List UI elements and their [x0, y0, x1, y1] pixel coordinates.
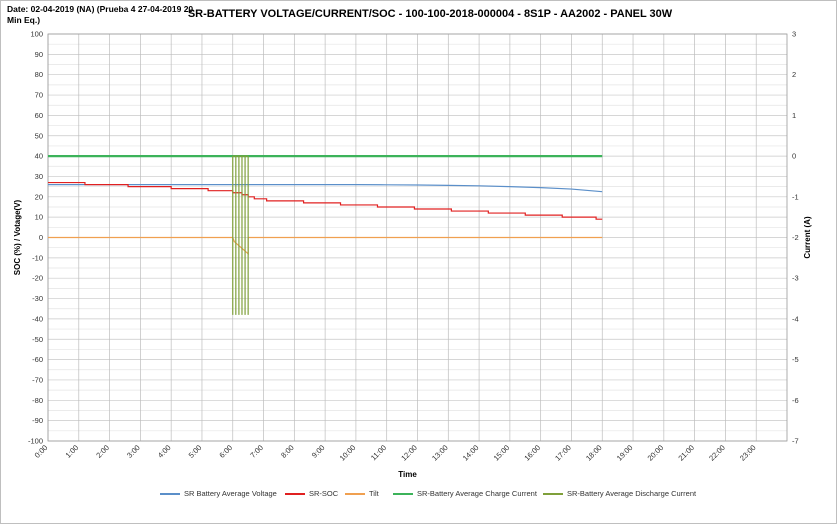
x-axis-title: Time: [398, 470, 417, 479]
legend-label: SR-Battery Average Discharge Current: [567, 489, 697, 498]
y-right-tick-label: 3: [792, 30, 796, 39]
y-left-tick-label: -40: [32, 314, 43, 323]
y-right-axis-title: Current (A): [803, 216, 812, 259]
y-right-tick-label: -2: [792, 233, 799, 242]
legend-label: Tilt: [369, 489, 379, 498]
y-left-tick-label: -30: [32, 294, 43, 303]
y-right-tick-label: -5: [792, 355, 799, 364]
y-left-tick-label: -90: [32, 416, 43, 425]
legend-swatch: [285, 492, 305, 495]
legend-item-tilt: Tilt: [345, 489, 379, 498]
legend-item-sr-soc: SR-SOC: [285, 489, 338, 498]
y-right-tick-label: 1: [792, 111, 796, 120]
x-tick-label: 9:00: [310, 443, 327, 460]
y-left-tick-label: -50: [32, 335, 43, 344]
chart-title: SR-BATTERY VOLTAGE/CURRENT/SOC - 100-100…: [187, 8, 673, 20]
y-left-tick-label: 50: [35, 131, 43, 140]
y-left-tick-label: 90: [35, 50, 43, 59]
legend-item-sr-battery-average-discharge-current: SR-Battery Average Discharge Current: [543, 489, 696, 498]
x-tick-label: 17:00: [553, 443, 573, 463]
y-right-tick-label: 0: [792, 152, 796, 161]
y-right-tick-label: -3: [792, 274, 799, 283]
y-left-tick-label: -70: [32, 375, 43, 384]
legend-label: SR-Battery Average Charge Current: [417, 489, 537, 498]
x-tick-label: 10:00: [338, 443, 358, 463]
y-left-tick-label: 30: [35, 172, 43, 181]
x-tick-label: 1:00: [64, 443, 81, 460]
x-tick-label: 2:00: [94, 443, 111, 460]
legend-item-sr-battery-average-charge-current: SR-Battery Average Charge Current: [393, 489, 537, 498]
y-right-tick-label: -1: [792, 192, 799, 201]
date-label: Date: 02-04-2019 (NA) (Prueba 4 27-04-20…: [7, 4, 194, 25]
legend-swatch: [543, 492, 563, 495]
y-left-tick-label: 0: [39, 233, 43, 242]
y-left-tick-label: 10: [35, 213, 43, 222]
chart-legend: SR Battery Average Voltage SR-SOC Tilt SR-B…: [0, 489, 837, 501]
y-left-tick-label: 60: [35, 111, 43, 120]
legend-swatch: [393, 492, 413, 495]
x-tick-label: 20:00: [646, 443, 666, 463]
y-left-tick-label: 70: [35, 91, 43, 100]
x-tick-label: 15:00: [492, 443, 512, 463]
x-tick-label: 5:00: [187, 443, 204, 460]
y-left-tick-label: 80: [35, 70, 43, 79]
x-tick-label: 6:00: [217, 443, 234, 460]
x-tick-label: 18:00: [584, 443, 604, 463]
legend-swatch: [160, 492, 180, 495]
legend-label: SR-SOC: [309, 489, 339, 498]
y-left-tick-label: -60: [32, 355, 43, 364]
legend-label: SR Battery Average Voltage: [184, 489, 277, 498]
legend-item-sr-battery-average-voltage: SR Battery Average Voltage: [160, 489, 277, 498]
y-left-axis-title: SOC (%) / Votage(V): [13, 199, 22, 275]
x-tick-label: 12:00: [399, 443, 419, 463]
y-left-tick-label: -80: [32, 396, 43, 405]
x-tick-label: 11:00: [369, 443, 388, 462]
y-right-tick-label: -6: [792, 396, 799, 405]
series-sr-battery-average-voltage-line: [48, 183, 603, 193]
x-tick-label: 22:00: [707, 443, 727, 463]
x-tick-label: 13:00: [430, 443, 450, 463]
y-left-tick-label: 100: [30, 30, 43, 39]
y-left-tick-label: 20: [35, 192, 43, 201]
x-tick-label: 14:00: [461, 443, 481, 463]
y-right-tick-label: -4: [792, 314, 799, 323]
x-tick-label: 19:00: [615, 443, 635, 463]
x-tick-label: 7:00: [248, 443, 265, 460]
x-tick-label: 21:00: [676, 443, 696, 463]
x-tick-label: 8:00: [279, 443, 296, 460]
y-left-tick-label: -10: [32, 253, 43, 262]
series-sr-soc-line: [48, 181, 603, 220]
x-tick-label: 16:00: [522, 443, 542, 463]
x-tick-label: 4:00: [156, 443, 173, 460]
y-right-tick-label: -7: [792, 437, 799, 446]
x-tick-label: 23:00: [738, 443, 758, 463]
y-left-tick-label: -100: [28, 437, 43, 446]
y-right-tick-label: 2: [792, 70, 796, 79]
y-left-tick-label: 40: [35, 152, 43, 161]
y-left-tick-label: -20: [32, 274, 43, 283]
x-tick-label: 3:00: [125, 443, 142, 460]
x-tick-label: 0:00: [33, 443, 50, 460]
legend-swatch: [345, 492, 365, 495]
